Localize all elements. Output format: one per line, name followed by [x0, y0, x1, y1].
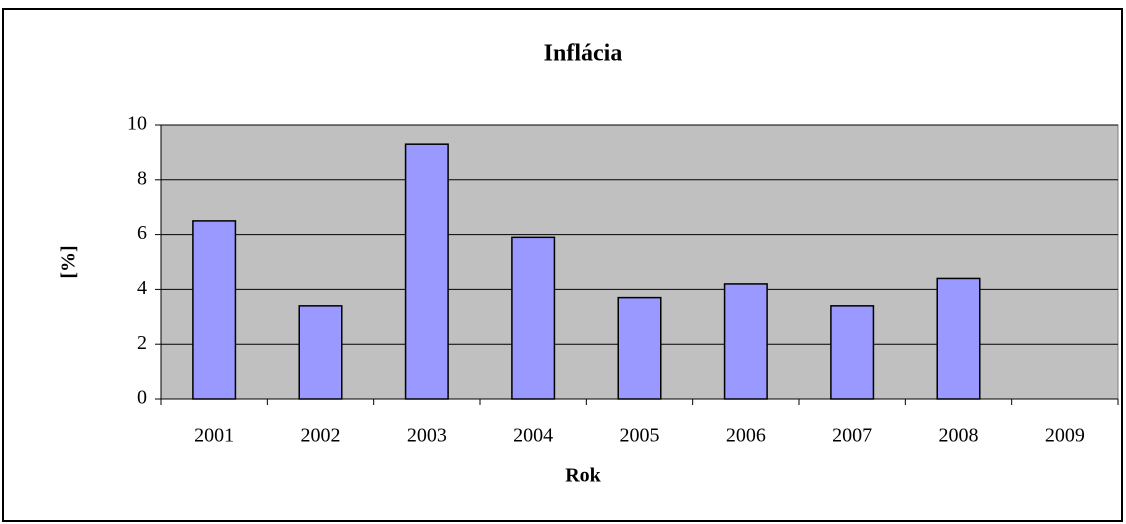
x-tick-label: 2004: [513, 425, 553, 447]
x-tick-label: 2003: [407, 425, 447, 447]
y-tick-label: 2: [137, 332, 147, 354]
bar: [617, 296, 662, 400]
y-tick-label: 0: [137, 387, 147, 409]
y-tick-label: 8: [137, 167, 147, 189]
chart-title: Inflácia: [544, 41, 623, 67]
y-tick-label: 6: [137, 222, 147, 244]
x-tick-label: 2007: [832, 425, 872, 447]
x-tick-label: 2008: [939, 425, 979, 447]
bar: [830, 305, 875, 400]
x-tick-label: 2001: [194, 425, 234, 447]
bar: [404, 143, 449, 400]
x-tick-label: 2002: [301, 425, 341, 447]
bar: [192, 220, 237, 400]
bar: [936, 277, 981, 400]
x-tick-label: 2006: [726, 425, 766, 447]
bar: [511, 236, 556, 400]
bar: [723, 283, 768, 400]
y-tick-label: 4: [137, 277, 147, 299]
bar: [298, 305, 343, 400]
x-tick-label: 2009: [1045, 425, 1085, 447]
y-axis-label: [%]: [58, 245, 80, 278]
x-tick-label: 2005: [620, 425, 660, 447]
x-axis-label: Rok: [565, 465, 601, 487]
y-tick-label: 10: [127, 113, 147, 135]
